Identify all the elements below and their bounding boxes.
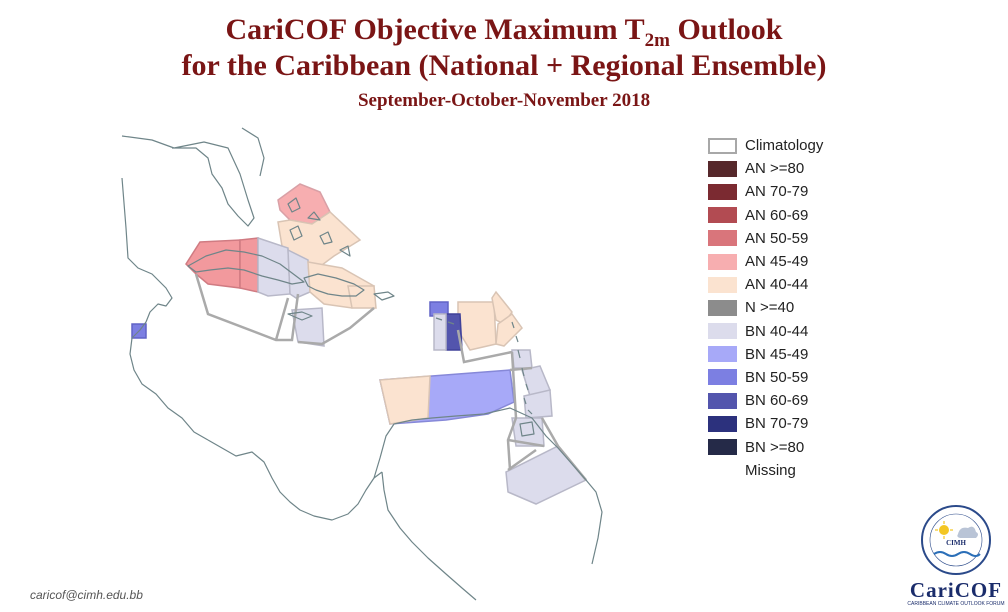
coast-hispaniola [303, 273, 365, 297]
legend-label: BN 70-79 [745, 415, 809, 433]
zone-windwards [495, 312, 523, 347]
legend-label: BN 60-69 [745, 392, 809, 410]
coast-florida [121, 135, 255, 227]
zone-caribbean-sea-east [433, 313, 447, 351]
wave-icon [933, 551, 981, 557]
legend-swatch [708, 137, 737, 154]
coast-bahamas-4 [319, 231, 333, 245]
legend-label: Climatology [745, 137, 824, 155]
coast-cuba [187, 249, 305, 285]
legend-item: BN 50-59 [708, 366, 888, 389]
legend-label: N >=40 [745, 299, 795, 317]
coast-puerto-rico [373, 291, 395, 301]
legend-item: BN 40-44 [708, 320, 888, 343]
caribbean-outlook-map [121, 127, 603, 601]
legend-swatch [708, 207, 737, 224]
legend-swatch [708, 415, 737, 432]
coast-south-america [373, 407, 603, 565]
legend-item: AN 70-79 [708, 180, 888, 203]
coast-central-america-south [381, 471, 477, 601]
legend-label: AN 70-79 [745, 183, 809, 201]
legend-label: BN 45-49 [745, 345, 809, 363]
coast-bahamas-2 [307, 211, 321, 221]
sun-icon [935, 521, 953, 539]
legend-swatch [708, 230, 737, 247]
legend-swatch [708, 369, 737, 386]
title-line-1: CariCOF Objective Maximum T2m Outlook [0, 12, 1008, 51]
legend-label: BN >=80 [745, 438, 805, 456]
zone-cuba-east [257, 236, 291, 297]
legend-swatch [708, 253, 737, 270]
legend-item: Climatology [708, 134, 888, 157]
contact-email[interactable]: caricof@cimh.edu.bb [30, 588, 143, 602]
legend-item: AN 50-59 [708, 227, 888, 250]
zone-guyana [505, 445, 588, 505]
zone-haiti [287, 248, 311, 299]
cimh-emblem: CIMH [921, 505, 991, 575]
map-title: CariCOF Objective Maximum T2m Outlook fo… [0, 12, 1008, 112]
title-prefix: CariCOF Objective Maximum T [225, 13, 645, 46]
coast-bahamas-3 [289, 225, 303, 241]
zone-colombia-coast [379, 375, 431, 425]
legend-item: BN 60-69 [708, 389, 888, 412]
legend-swatch [708, 462, 737, 479]
title-suffix: Outlook [669, 13, 783, 46]
title-line-2: for the Caribbean (National + Regional E… [181, 49, 827, 82]
coastlines-layer [121, 127, 603, 601]
emblem-text: CIMH [946, 539, 966, 547]
legend-label: AN >=80 [745, 160, 805, 178]
zone-cuba-west [185, 239, 241, 289]
zone-cuba-central [239, 237, 259, 293]
coast-central-america [207, 439, 383, 521]
coast-abc [435, 317, 455, 325]
legend-label: AN 60-69 [745, 206, 809, 224]
map-legend: Climatology AN >=80 AN 70-79 AN 60-69 AN 50-… [708, 134, 888, 482]
period-subtitle: September-October-November 2018 [357, 90, 651, 111]
legend-label: AN 40-44 [745, 276, 809, 294]
legend-swatch [708, 276, 737, 293]
logo-tagline: CARIBBEAN CLIMATE OUTLOOK FORUM [907, 601, 1005, 607]
coast-us-east [241, 127, 265, 177]
legend-label: BN 50-59 [745, 368, 809, 386]
legend-item: BN >=80 [708, 435, 888, 458]
legend-swatch [708, 323, 737, 340]
legend-swatch [708, 439, 737, 456]
caricof-logo: CIMH CariCOF CARIBBEAN CLIMATE OUTLOOK F… [906, 500, 1006, 610]
legend-item: Missing [708, 459, 888, 482]
climatology-boundaries [194, 273, 587, 481]
zone-jamaica [291, 307, 325, 347]
coast-trinidad [519, 421, 535, 437]
coast-lesser-antilles [511, 321, 533, 415]
legend-item: AN 45-49 [708, 250, 888, 273]
legend-item: AN >=80 [708, 157, 888, 180]
coast-bahamas-5 [339, 245, 351, 257]
cloud-icon [957, 526, 978, 538]
coast-jamaica [287, 311, 313, 321]
zone-east-islands-1 [511, 349, 533, 369]
zone-east-islands-3 [523, 389, 553, 419]
legend-item: N >=40 [708, 296, 888, 319]
coast-mexico [121, 177, 209, 441]
legend-swatch [708, 299, 737, 316]
legend-item: AN 40-44 [708, 273, 888, 296]
legend-label: Missing [745, 461, 796, 479]
legend-label: BN 40-44 [745, 322, 809, 340]
zones-layer [131, 183, 588, 505]
legend-swatch [708, 346, 737, 363]
legend-item: BN 45-49 [708, 343, 888, 366]
zone-puerto-rico [347, 285, 377, 309]
legend-swatch [708, 160, 737, 177]
legend-item: BN 70-79 [708, 412, 888, 435]
legend-swatch [708, 392, 737, 409]
legend-swatch [708, 183, 737, 200]
coast-bahamas-1 [287, 197, 301, 213]
title-subscript: 2m [644, 30, 670, 51]
logo-wordmark: CariCOF [909, 578, 1003, 602]
legend-label: AN 50-59 [745, 229, 809, 247]
legend-label: AN 45-49 [745, 253, 809, 271]
legend-item: AN 60-69 [708, 204, 888, 227]
zone-leewards [457, 301, 497, 351]
